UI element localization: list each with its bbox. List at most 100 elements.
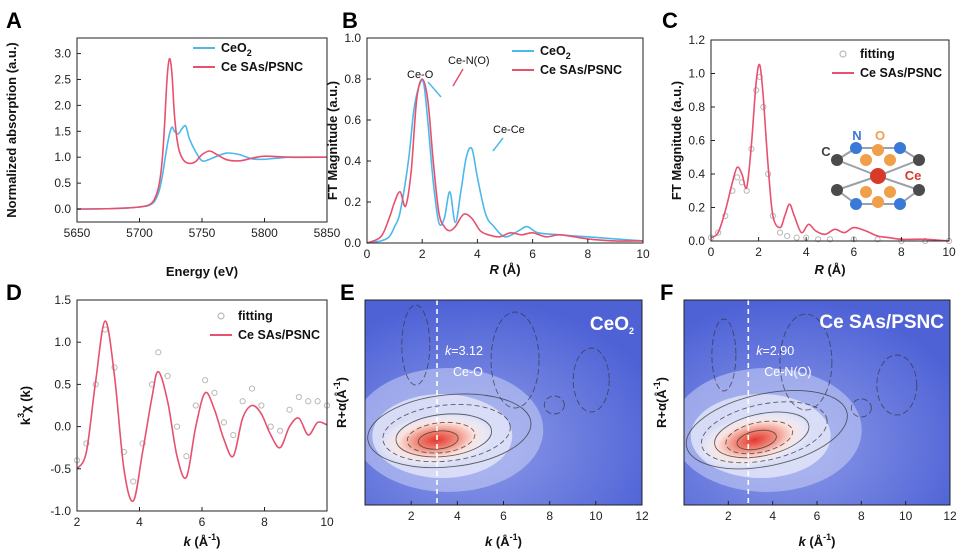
x-tick-label: 0 bbox=[708, 245, 715, 259]
annotation-arrow bbox=[427, 81, 442, 98]
x-tick-label: 6 bbox=[814, 509, 821, 523]
wavelet-contour bbox=[711, 318, 737, 392]
series-point-fitting bbox=[267, 423, 274, 430]
series-line-ceo2 bbox=[366, 79, 644, 244]
series-point-fitting bbox=[211, 389, 218, 396]
panel-c-chart: C 0 2 4 6 8 10 0.0 0.2 0.4 0.6 0.8 1.0 1.2 R (Å) FT Ma… bbox=[662, 8, 956, 277]
legend-label: Ce SAs/PSNC bbox=[238, 328, 320, 342]
x-tick-label: 8 bbox=[898, 245, 905, 259]
x-tick-label: 10 bbox=[636, 247, 650, 261]
panel-a-chart: A 5650 5700 5750 5800 5850 0.0 0.5 1.0 1.5 2.0 2.5… bbox=[4, 8, 341, 279]
x-tick-label: 5650 bbox=[64, 226, 91, 240]
wavelet-contour bbox=[685, 390, 848, 470]
y-tick-label: 0.8 bbox=[344, 72, 361, 86]
series-point-fitting bbox=[277, 427, 284, 434]
panel-e-wavelet: E 2 4 6 8 10 12 k (Å-1) R+α(Å-1) CeO2 k=3.12 Ce-O bbox=[332, 280, 649, 549]
annotation-ce-o: Ce-O bbox=[407, 69, 434, 81]
series-point-fitting bbox=[815, 236, 822, 243]
y-tick-label: 2.0 bbox=[54, 98, 71, 112]
y-axis-label: FT Magnitude (a.u.) bbox=[325, 81, 340, 200]
k-marker-label: k=3.12 bbox=[445, 344, 483, 358]
series-point-fitting bbox=[155, 349, 162, 356]
y-tick-label: 0.0 bbox=[54, 420, 71, 434]
panel-label-c: C bbox=[662, 8, 678, 33]
series-point-fitting bbox=[715, 229, 722, 236]
y-tick-label: 0.2 bbox=[688, 201, 705, 215]
y-axis-label: Normalized absorption (a.u.) bbox=[4, 42, 19, 218]
x-tick-label: 10 bbox=[942, 245, 956, 259]
inset-n-atom bbox=[850, 198, 862, 210]
legend-label: CeO2 bbox=[540, 44, 571, 61]
inset-c-atom bbox=[913, 184, 925, 196]
series-point-fitting bbox=[776, 229, 784, 236]
y-axis-label: FT Magnitude (a.u.) bbox=[669, 81, 684, 200]
x-tick-label: 4 bbox=[474, 247, 481, 261]
x-axis-label: k (Å-1) bbox=[799, 532, 836, 549]
legend-label: CeO2 bbox=[221, 41, 252, 58]
y-tick-label: 0.0 bbox=[344, 236, 361, 250]
panel-f-wavelet: F 2 4 6 8 10 12 k (Å-1) R+α(Å-1) Ce SAs/PSNC k=2.… bbox=[652, 280, 957, 549]
inset-label-ce: Ce bbox=[905, 168, 922, 183]
y-tick-label: 0.6 bbox=[688, 134, 705, 148]
x-tick-label: 2 bbox=[725, 509, 732, 523]
wavelet-contour bbox=[490, 311, 540, 409]
wavelet-contour bbox=[572, 347, 610, 413]
annotation-ce-ce: Ce-Ce bbox=[493, 124, 525, 136]
series-point-fitting bbox=[83, 440, 90, 447]
series-point-fitting bbox=[192, 402, 199, 409]
legend-label: fitting bbox=[238, 309, 273, 323]
wavelet-contour bbox=[779, 313, 833, 411]
series-point-fitting bbox=[258, 402, 265, 409]
series-point-fitting bbox=[139, 440, 146, 447]
series-point-fitting bbox=[305, 398, 312, 405]
wavelet-contour bbox=[395, 413, 493, 458]
y-tick-label: 2.5 bbox=[54, 72, 71, 86]
x-tick-label: 6 bbox=[529, 247, 536, 261]
y-tick-label: -0.5 bbox=[50, 462, 71, 476]
wavelet-contour bbox=[401, 304, 431, 386]
x-axis-label: k (Å-1) bbox=[184, 532, 221, 549]
wavelet-map bbox=[365, 300, 642, 505]
y-tick-label: 0.4 bbox=[344, 154, 361, 168]
plot-frame bbox=[366, 37, 644, 244]
wavelet-title: CeO2 bbox=[590, 314, 634, 336]
inset-o-atom bbox=[884, 154, 896, 166]
series-point-fitting bbox=[826, 236, 834, 243]
y-axis-label: R+α(Å-1) bbox=[652, 377, 669, 428]
y-tick-label: 0.5 bbox=[54, 176, 71, 190]
inset-label-n: N bbox=[852, 128, 861, 143]
x-tick-label: 5800 bbox=[251, 226, 278, 240]
wavelet-contour bbox=[725, 420, 794, 455]
panel-b-chart: B 0 2 4 6 8 10 0.0 0.2 0.4 0.6 0.8 1.0 R (Å) FT Magni… bbox=[325, 8, 650, 277]
x-tick-label: 12 bbox=[943, 509, 957, 523]
series-line-ce-sas-psnc bbox=[76, 320, 328, 502]
x-tick-label: 6 bbox=[850, 245, 857, 259]
panel-label-a: A bbox=[6, 8, 22, 33]
wavelet-title: Ce SAs/PSNC bbox=[819, 312, 944, 333]
inset-o-atom bbox=[872, 144, 884, 156]
wavelet-contour bbox=[406, 421, 476, 454]
x-tick-label: 10 bbox=[320, 515, 334, 529]
x-tick-label: 6 bbox=[500, 509, 507, 523]
x-axis-label: R (Å) bbox=[489, 262, 520, 277]
wavelet-contour bbox=[367, 393, 532, 469]
structure-inset: C N O Ce bbox=[821, 128, 925, 210]
x-tick-label: 10 bbox=[899, 509, 913, 523]
y-tick-label: 0.0 bbox=[54, 202, 71, 216]
x-tick-label: 0 bbox=[364, 247, 371, 261]
y-tick-label: -1.0 bbox=[50, 504, 71, 518]
inset-label-c: C bbox=[821, 144, 831, 159]
inset-label-o: O bbox=[875, 128, 885, 143]
panel-label-d: D bbox=[6, 280, 22, 305]
x-tick-label: 8 bbox=[584, 247, 591, 261]
series-point-fitting bbox=[286, 406, 293, 413]
wavelet-contour bbox=[543, 395, 565, 415]
x-tick-label: 4 bbox=[136, 515, 143, 529]
x-tick-label: 8 bbox=[546, 509, 553, 523]
panel-label-b: B bbox=[342, 8, 358, 33]
annotation-arrow bbox=[492, 137, 504, 152]
legend-label: Ce SAs/PSNC bbox=[221, 60, 303, 74]
x-tick-label: 8 bbox=[261, 515, 268, 529]
wavelet-contour bbox=[382, 404, 511, 463]
x-tick-label: 5750 bbox=[189, 226, 216, 240]
